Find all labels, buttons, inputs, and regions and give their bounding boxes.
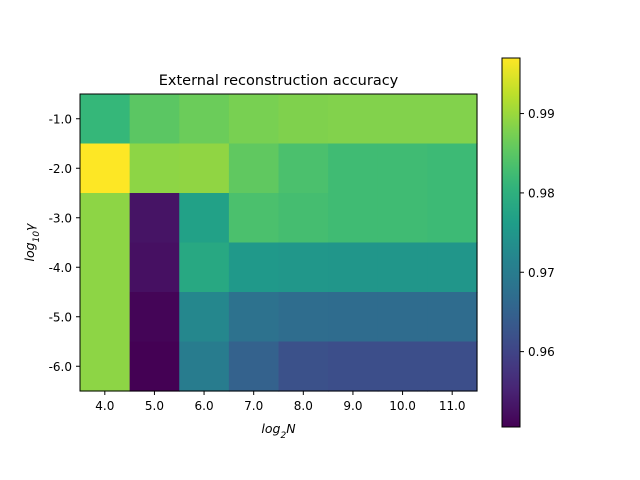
x-tick-label: 7.0 — [244, 399, 263, 413]
heatmap-cell — [80, 242, 131, 293]
x-axis-label: log2N — [261, 421, 296, 441]
x-tick-label: 4.0 — [95, 399, 114, 413]
heatmap-cell — [228, 94, 280, 145]
heatmap-cell — [278, 94, 329, 145]
x-tick-label: 5.0 — [145, 399, 164, 413]
colorbar-tick-label: 0.99 — [528, 107, 555, 121]
heatmap-cell — [377, 292, 428, 343]
heatmap-cell — [278, 143, 329, 194]
colorbar-tick-label: 0.96 — [528, 345, 555, 359]
heatmap-cell — [427, 94, 478, 145]
heatmap-cell — [129, 341, 180, 392]
plot-frame — [79, 93, 478, 392]
heatmap-cell — [377, 341, 428, 392]
heatmap-cell — [377, 193, 428, 244]
x-tick-label: 9.0 — [343, 399, 362, 413]
heatmap-cell — [228, 242, 280, 293]
heatmap-cell — [278, 193, 329, 244]
heatmap-cell — [228, 292, 280, 343]
y-tick-label: -4.0 — [49, 261, 72, 275]
heatmap-cell — [328, 193, 379, 244]
heatmap-cell — [427, 193, 478, 244]
heatmap-cell — [80, 193, 131, 244]
heatmap-cell — [278, 242, 329, 293]
heatmap-cell — [328, 242, 379, 293]
heatmap-cell — [80, 143, 131, 194]
heatmap-cell — [80, 292, 131, 343]
y-tick-label: -1.0 — [49, 112, 72, 126]
heatmap-cell — [377, 143, 428, 194]
heatmap-cell — [129, 94, 180, 145]
x-axis-ticks: 4.0 5.0 6.0 7.0 8.0 9.0 10.0 11.0 — [95, 391, 466, 413]
heatmap-cell — [228, 193, 280, 244]
heatmap-cell — [179, 292, 230, 343]
heatmap-cell — [427, 242, 478, 293]
heatmap-cell — [278, 292, 329, 343]
heatmap-cell — [129, 143, 180, 194]
x-tick-label: 10.0 — [389, 399, 416, 413]
x-tick-label: 11.0 — [439, 399, 466, 413]
colorbar-tick-label: 0.97 — [528, 266, 555, 280]
heatmap-cell — [129, 193, 180, 244]
heatmap-cell — [278, 341, 329, 392]
colorbar-tick-label: 0.98 — [528, 186, 555, 200]
heatmap-cell — [427, 143, 478, 194]
heatmap-cell — [228, 143, 280, 194]
y-axis-label: log10γ — [22, 223, 42, 262]
colorbar-ticks: 0.96 0.97 0.98 0.99 — [520, 107, 555, 359]
heatmap-cell — [80, 94, 131, 145]
heatmap-cell — [328, 341, 379, 392]
heatmap-cell — [179, 94, 230, 145]
heatmap-cell — [328, 292, 379, 343]
heatmap-cell — [377, 242, 428, 293]
heatmap-cell — [179, 143, 230, 194]
heatmap-cell — [129, 242, 180, 293]
heatmap-cell — [179, 193, 230, 244]
heatmap-cell — [80, 341, 131, 392]
y-axis-ticks: -1.0 -2.0 -3.0 -4.0 -5.0 -6.0 — [49, 112, 80, 374]
heatmap-cell — [179, 341, 230, 392]
heatmap-cell — [328, 94, 379, 145]
heatmap-cell — [427, 292, 478, 343]
y-tick-label: -2.0 — [49, 162, 72, 176]
heatmap-cell — [179, 242, 230, 293]
heatmap-cell — [228, 341, 280, 392]
x-tick-label: 8.0 — [294, 399, 313, 413]
y-tick-label: -6.0 — [49, 360, 72, 374]
colorbar — [501, 57, 521, 428]
heatmap-cell — [328, 143, 379, 194]
chart-title: External reconstruction accuracy — [159, 73, 399, 89]
heatmap-cell — [129, 292, 180, 343]
y-tick-label: -3.0 — [49, 211, 72, 225]
y-tick-label: -5.0 — [49, 310, 72, 324]
heatmap-cell — [427, 341, 478, 392]
x-tick-label: 6.0 — [195, 399, 214, 413]
heatmap-cell — [377, 94, 428, 145]
heatmap-cells — [80, 94, 478, 392]
